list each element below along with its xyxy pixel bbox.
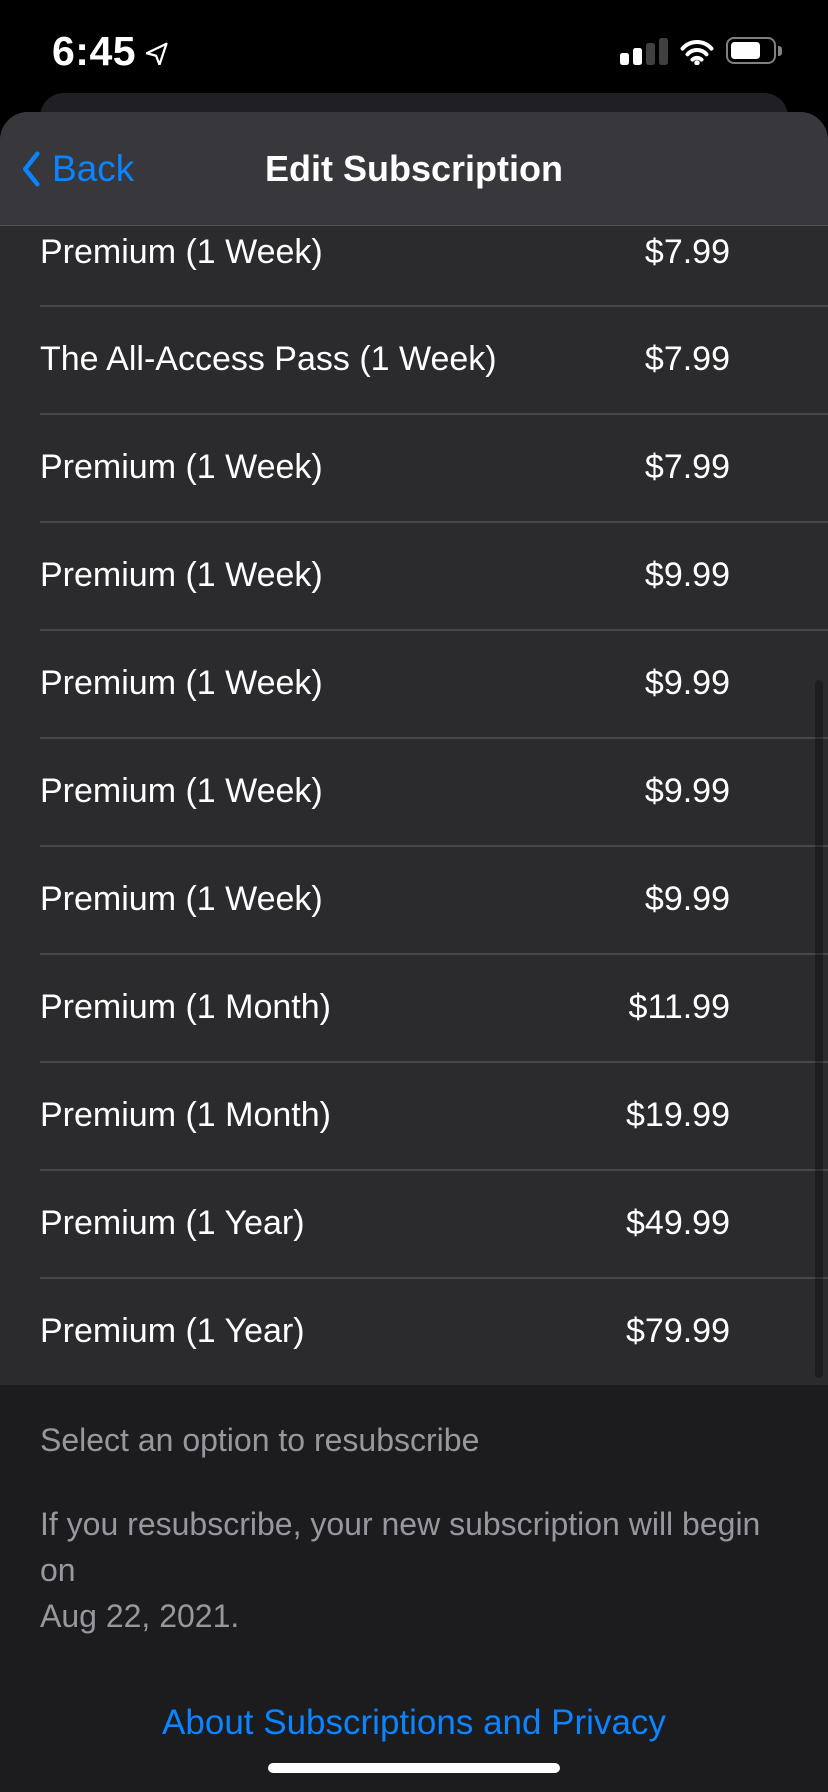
scrollbar[interactable] [815,680,823,1378]
subscription-name: Premium (1 Month) [40,987,331,1026]
home-indicator[interactable] [268,1763,560,1773]
location-arrow-icon [146,42,168,65]
resubscribe-caption: Select an option to resubscribe [40,1422,480,1458]
subscription-price: $7.99 [644,447,730,486]
battery-fill [731,42,760,59]
status-bar: 6:45 [0,0,828,92]
list-item[interactable]: Premium (1 Week) $7.99 [0,226,828,305]
subscription-name: Premium (1 Week) [40,233,323,271]
list-item[interactable]: Premium (1 Month) $19.99 [0,1061,828,1169]
subscription-name: Premium (1 Month) [40,1095,331,1134]
subscription-price: $9.99 [644,555,730,594]
subscription-name: Premium (1 Week) [40,771,323,810]
subscription-name: Premium (1 Week) [40,447,323,486]
clock-time: 6:45 [52,27,137,74]
subscription-price: $79.99 [626,1311,730,1350]
subscription-price: $7.99 [644,339,730,378]
list-footer: Select an option to resubscribe If you r… [0,1385,828,1792]
page-title: Edit Subscription [264,147,563,189]
subscription-list: Premium (1 Week) $7.99 The All-Access Pass… [0,226,828,1385]
subscription-price: $11.99 [628,987,730,1026]
back-button[interactable]: Back [20,112,134,225]
subscription-name: Premium (1 Week) [40,879,323,918]
chevron-left-icon [22,150,40,187]
subscription-name: Premium (1 Year) [40,1311,305,1350]
subscription-price: $9.99 [644,663,730,702]
subscription-name: The All-Access Pass (1 Week) [40,339,497,378]
navigation-bar: Back Edit Subscription [0,112,828,226]
subscription-price: $49.99 [626,1203,730,1242]
subscription-name: Premium (1 Week) [40,663,323,702]
list-item[interactable]: Premium (1 Week) $9.99 [0,737,828,845]
wifi-icon [680,40,714,65]
subscription-price: $7.99 [644,233,730,271]
cellular-signal-icon [620,37,668,65]
list-item[interactable]: Premium (1 Year) $79.99 [0,1277,828,1385]
subscription-name: Premium (1 Week) [40,555,323,594]
list-item[interactable]: Premium (1 Week) $9.99 [0,521,828,629]
subscription-price: $19.99 [626,1095,730,1134]
list-item[interactable]: Premium (1 Week) $9.99 [0,845,828,953]
subscription-name: Premium (1 Year) [40,1203,305,1242]
subscription-price: $9.99 [644,771,730,810]
back-button-label: Back [52,147,135,189]
subscription-price: $9.99 [644,879,730,918]
list-item[interactable]: The All-Access Pass (1 Week) $7.99 [0,305,828,413]
edit-subscription-sheet: Back Edit Subscription Premium (1 Week) $… [0,112,828,1792]
battery-icon [726,37,782,64]
list-item[interactable]: Premium (1 Year) $49.99 [0,1169,828,1277]
list-item[interactable]: Premium (1 Week) $7.99 [0,413,828,521]
list-item[interactable]: Premium (1 Week) $9.99 [0,629,828,737]
resubscribe-note: If you resubscribe, your new subscriptio… [40,1506,761,1634]
about-subscriptions-privacy-link[interactable]: About Subscriptions and Privacy [162,1703,666,1742]
list-item[interactable]: Premium (1 Month) $11.99 [0,953,828,1061]
